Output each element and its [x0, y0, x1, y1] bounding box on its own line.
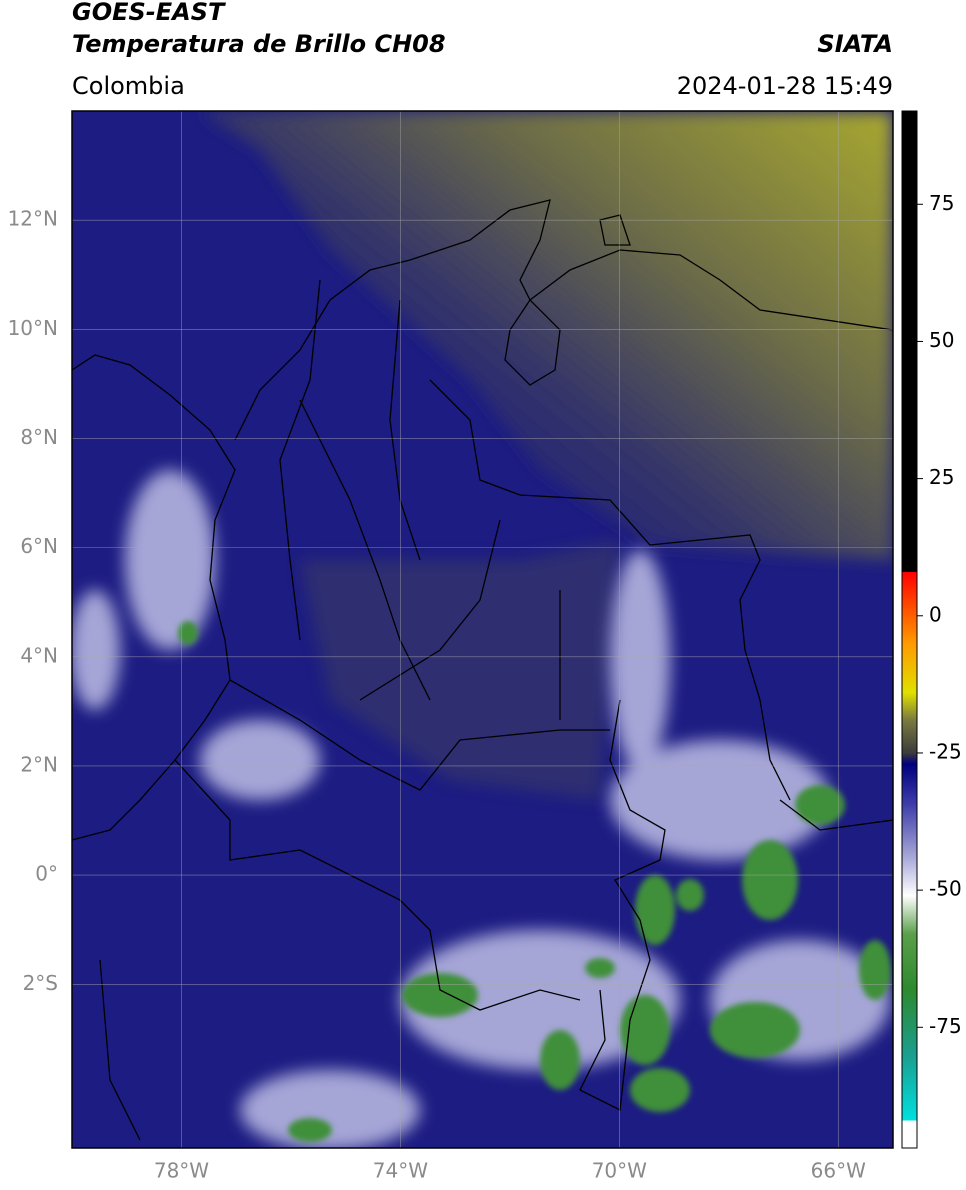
y-tick-label: 2°S: [23, 971, 58, 995]
y-tick-label: 10°N: [8, 316, 58, 340]
satellite-image: [72, 111, 893, 1148]
colorbar-tick-label: 25: [929, 465, 954, 489]
title: GOES-EAST: [72, 0, 226, 26]
y-tick-label: 8°N: [20, 425, 58, 449]
colorbar-tick-label: 75: [929, 191, 954, 215]
datetime: 2024-01-28 15:49: [677, 72, 893, 100]
region: Colombia: [72, 72, 185, 100]
colorbar-tick-label: 0: [929, 602, 942, 626]
x-tick-label: 66°W: [811, 1159, 866, 1183]
y-tick-label: 0°: [35, 862, 58, 886]
colorbar: [902, 111, 917, 1148]
colorbar-tick-label: 50: [929, 328, 954, 352]
y-tick-label: 4°N: [20, 643, 58, 667]
y-tick-label: 12°N: [8, 207, 58, 231]
graticule: [72, 111, 893, 1148]
colorbar-tick-label: -50: [929, 877, 962, 901]
y-tick-label: 2°N: [20, 752, 58, 776]
y-tick-label: 6°N: [20, 534, 58, 558]
x-tick-label: 70°W: [592, 1159, 647, 1183]
source: SIATA: [817, 30, 893, 58]
x-tick-label: 74°W: [373, 1159, 428, 1183]
colorbar-frame: [901, 110, 918, 1149]
subtitle: Temperatura de Brillo CH08: [72, 30, 446, 58]
colorbar-tick-label: -25: [929, 739, 962, 763]
x-tick-label: 78°W: [154, 1159, 209, 1183]
map-frame: [71, 110, 894, 1149]
colorbar-tick-label: -75: [929, 1014, 962, 1038]
